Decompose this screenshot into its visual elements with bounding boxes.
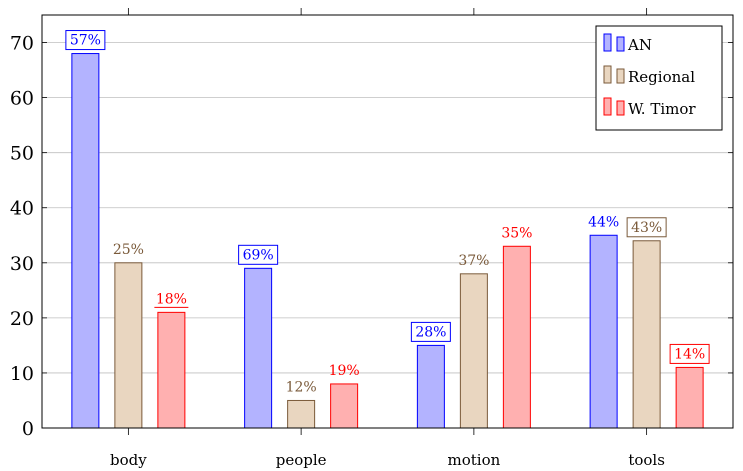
category-label: body xyxy=(110,451,147,469)
bar-regional-motion xyxy=(459,273,488,429)
data-label: 43% xyxy=(631,220,662,236)
legend-swatch xyxy=(603,97,612,116)
data-label-box xyxy=(65,30,106,51)
y-tick-label: 0 xyxy=(22,418,34,440)
category-label: tools xyxy=(628,451,665,469)
y-tick-label: 50 xyxy=(10,143,34,165)
data-label-box xyxy=(626,217,667,238)
category-label: motion xyxy=(447,451,500,469)
bar-an-body xyxy=(71,53,100,429)
bar-regional-tools xyxy=(632,240,661,429)
y-tick-label: 60 xyxy=(10,88,34,110)
category-label: people xyxy=(276,451,327,469)
bar-w-timor-body xyxy=(157,311,186,429)
data-label: 44% xyxy=(588,214,619,230)
data-label: 18% xyxy=(156,291,187,307)
bar-an-tools xyxy=(589,234,618,429)
y-tick-label: 20 xyxy=(10,308,34,330)
y-tick-label: 10 xyxy=(10,363,34,385)
legend-swatch xyxy=(616,100,625,116)
data-label: 35% xyxy=(501,225,532,241)
bar-w-timor-motion xyxy=(502,245,531,429)
data-label: 69% xyxy=(243,247,274,263)
data-label: 37% xyxy=(458,253,489,269)
legend-swatch xyxy=(603,33,612,52)
bar-regional-body xyxy=(114,262,143,429)
data-label-box xyxy=(669,343,710,364)
y-tick-label: 30 xyxy=(10,253,34,275)
legend-label: W. Timor xyxy=(628,100,696,118)
data-label: 14% xyxy=(674,346,705,362)
bar-an-motion xyxy=(416,344,445,429)
plot-frame xyxy=(41,14,734,429)
bar-w-timor-people xyxy=(330,383,359,429)
legend: AN Regional W. Timor xyxy=(595,25,723,131)
data-label: 19% xyxy=(329,363,360,379)
data-label: 28% xyxy=(415,324,446,340)
legend-swatch xyxy=(616,68,625,84)
bar-an-people xyxy=(244,267,273,429)
data-label: 12% xyxy=(286,379,317,395)
legend-label: Regional xyxy=(628,68,695,86)
legend-swatch xyxy=(603,65,612,84)
data-label: 25% xyxy=(113,242,144,258)
bar-w-timor-tools xyxy=(675,366,704,429)
legend-swatch xyxy=(616,36,625,52)
data-label: 57% xyxy=(70,33,101,49)
legend-label: AN xyxy=(627,36,652,54)
y-tick-label: 40 xyxy=(10,198,34,220)
data-label-box xyxy=(410,321,451,342)
y-tick-label: 70 xyxy=(10,33,34,55)
bar-regional-people xyxy=(287,399,316,429)
data-label-box xyxy=(238,244,279,265)
